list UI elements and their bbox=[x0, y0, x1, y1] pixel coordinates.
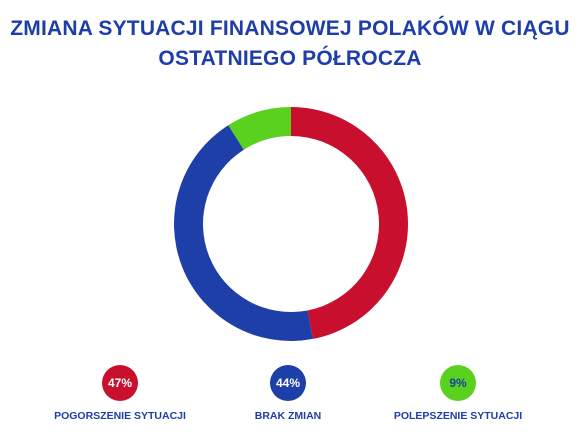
legend-item-brak-zmian: 44% BRAK ZMIAN bbox=[198, 365, 378, 422]
legend-item-pogorszenie: 47% POGORSZENIE SYTUACJI bbox=[30, 365, 210, 422]
chart-title-line-2: OSTATNIEGO PÓŁROCZA bbox=[158, 47, 422, 70]
legend-value-badge: 47% bbox=[102, 365, 138, 401]
legend-label: BRAK ZMIAN bbox=[254, 410, 322, 422]
legend-item-polepszenie: 9% POLEPSZENIE SYTUACJI bbox=[368, 365, 548, 422]
donut-slice-2 bbox=[228, 107, 291, 150]
legend-value-badge: 9% bbox=[440, 365, 476, 401]
legend-label: POLEPSZENIE SYTUACJI bbox=[393, 410, 523, 422]
donut-slice-0 bbox=[291, 107, 409, 339]
legend-value-badge: 44% bbox=[270, 365, 306, 401]
legend-label: POGORSZENIE SYTUACJI bbox=[54, 410, 186, 422]
chart-title: ZMIANA SYTUACJI FINANSOWEJ POLAKÓW W CIĄ… bbox=[0, 14, 580, 74]
chart-title-line-1: ZMIANA SYTUACJI FINANSOWEJ POLAKÓW W CIĄ… bbox=[10, 17, 570, 40]
donut-slice-1 bbox=[173, 125, 313, 342]
